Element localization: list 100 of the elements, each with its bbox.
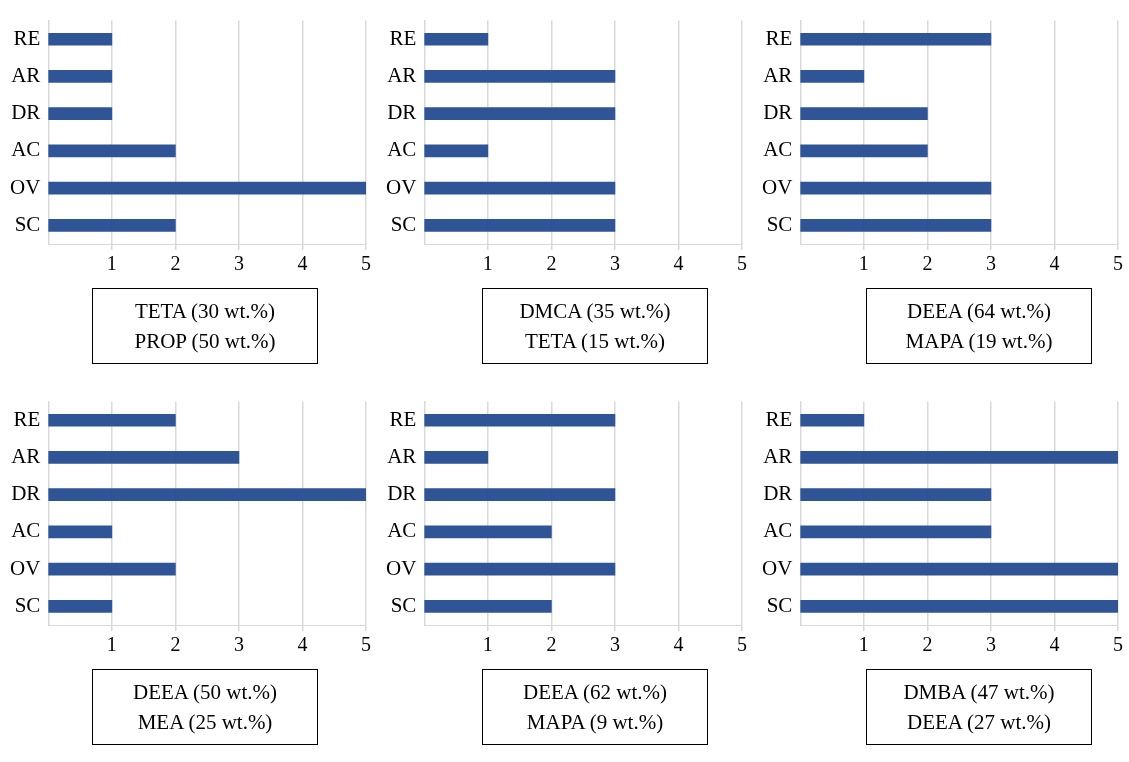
text: DEEA (50 wt.%) <box>131 679 279 706</box>
bar <box>800 525 992 539</box>
y-tick-label: OV <box>9 555 41 580</box>
x-tick-label: 5 <box>737 633 747 656</box>
y-tick-label: OV <box>761 174 793 199</box>
x-tick-label: 3 <box>609 633 620 656</box>
text: MEA (25 wt.%) <box>136 709 274 736</box>
y-tick-label: AC <box>387 518 417 543</box>
x-tick-label: 3 <box>985 633 996 656</box>
bar <box>800 70 865 83</box>
x-tick-label: 5 <box>1113 252 1123 275</box>
bar <box>424 488 616 502</box>
bar <box>800 600 1118 613</box>
y-tick-label: DR <box>387 481 417 506</box>
bar <box>800 181 992 195</box>
bar <box>48 451 240 464</box>
x-tick-label: 3 <box>985 252 996 275</box>
y-tick-label: OV <box>385 174 417 199</box>
bar <box>48 107 113 121</box>
bar <box>48 600 113 613</box>
bar <box>48 181 366 195</box>
bar <box>48 70 113 83</box>
bar <box>800 488 992 502</box>
x-tick-label: 1 <box>106 252 117 275</box>
y-tick-label: SC <box>390 211 417 236</box>
x-tick-label: 4 <box>673 252 684 275</box>
text: DEEA (64 wt.%) <box>905 298 1053 325</box>
x-tick-label: 4 <box>297 252 308 275</box>
bar <box>800 107 928 121</box>
text: DEEA (62 wt.%) <box>521 679 669 706</box>
y-tick-label: AR <box>387 443 417 468</box>
bar <box>800 451 1118 464</box>
text: PROP (50 wt.%) <box>133 328 277 355</box>
x-tick-label: 2 <box>922 633 933 656</box>
bar <box>424 451 489 464</box>
bar <box>800 413 865 427</box>
text: MAPA (9 wt.%) <box>525 709 665 736</box>
y-tick-label: RE <box>765 25 793 50</box>
bar <box>800 562 1118 576</box>
x-tick-label: 1 <box>858 252 869 275</box>
x-tick-label: 3 <box>609 252 620 275</box>
y-tick-label: DR <box>763 100 793 125</box>
y-tick-label: RE <box>389 25 417 50</box>
bar <box>424 600 552 613</box>
y-tick-label: SC <box>766 211 793 236</box>
y-tick-label: AR <box>11 443 41 468</box>
bar <box>48 32 113 46</box>
x-tick-label: 1 <box>858 633 869 656</box>
bar <box>800 219 992 232</box>
y-tick-label: SC <box>766 592 793 617</box>
x-tick-label: 2 <box>170 252 181 275</box>
x-tick-label: 4 <box>1049 633 1060 656</box>
x-tick-label: 1 <box>482 252 493 275</box>
x-tick-label: 3 <box>233 252 244 275</box>
x-tick-label: 2 <box>170 633 181 656</box>
bar <box>424 525 552 539</box>
y-tick-label: AR <box>763 443 793 468</box>
x-tick-label: 3 <box>233 633 244 656</box>
y-tick-label: AC <box>11 518 41 543</box>
y-tick-label: SC <box>390 592 417 617</box>
x-tick-label: 4 <box>673 633 684 656</box>
y-tick-label: AC <box>387 137 417 162</box>
text: DMCA (35 wt.%) <box>518 298 672 325</box>
y-tick-label: DR <box>763 481 793 506</box>
y-tick-label: AC <box>763 137 793 162</box>
y-tick-label: OV <box>385 555 417 580</box>
text: DMBA (47 wt.%) <box>902 679 1056 706</box>
y-tick-label: DR <box>11 481 41 506</box>
bar <box>424 413 616 427</box>
x-tick-label: 1 <box>482 633 493 656</box>
y-tick-label: SC <box>14 211 41 236</box>
y-tick-label: AC <box>11 137 41 162</box>
x-tick-label: 5 <box>737 252 747 275</box>
bar <box>48 488 366 502</box>
x-tick-label: 5 <box>361 252 371 275</box>
x-tick-label: 5 <box>1113 633 1123 656</box>
x-tick-label: 2 <box>922 252 933 275</box>
bar <box>48 562 176 576</box>
y-tick-label: DR <box>11 100 41 125</box>
bar <box>48 413 176 427</box>
y-tick-label: RE <box>389 406 417 431</box>
y-tick-label: OV <box>9 174 41 199</box>
text: MAPA (19 wt.%) <box>904 328 1054 355</box>
y-tick-label: RE <box>765 406 793 431</box>
x-tick-label: 1 <box>106 633 117 656</box>
y-tick-label: DR <box>387 100 417 125</box>
text: DEEA (27 wt.%) <box>905 709 1053 736</box>
y-tick-label: AR <box>11 62 41 87</box>
text: TETA (15 wt.%) <box>523 328 666 355</box>
bar <box>424 562 616 576</box>
x-tick-label: 4 <box>297 633 308 656</box>
bar <box>800 32 992 46</box>
bar <box>48 144 176 158</box>
x-tick-label: 5 <box>361 633 371 656</box>
y-tick-label: AR <box>763 62 793 87</box>
bar <box>48 219 176 232</box>
y-tick-label: RE <box>13 406 41 431</box>
x-tick-label: 2 <box>546 633 557 656</box>
y-tick-label: AC <box>763 518 793 543</box>
x-tick-label: 4 <box>1049 252 1060 275</box>
